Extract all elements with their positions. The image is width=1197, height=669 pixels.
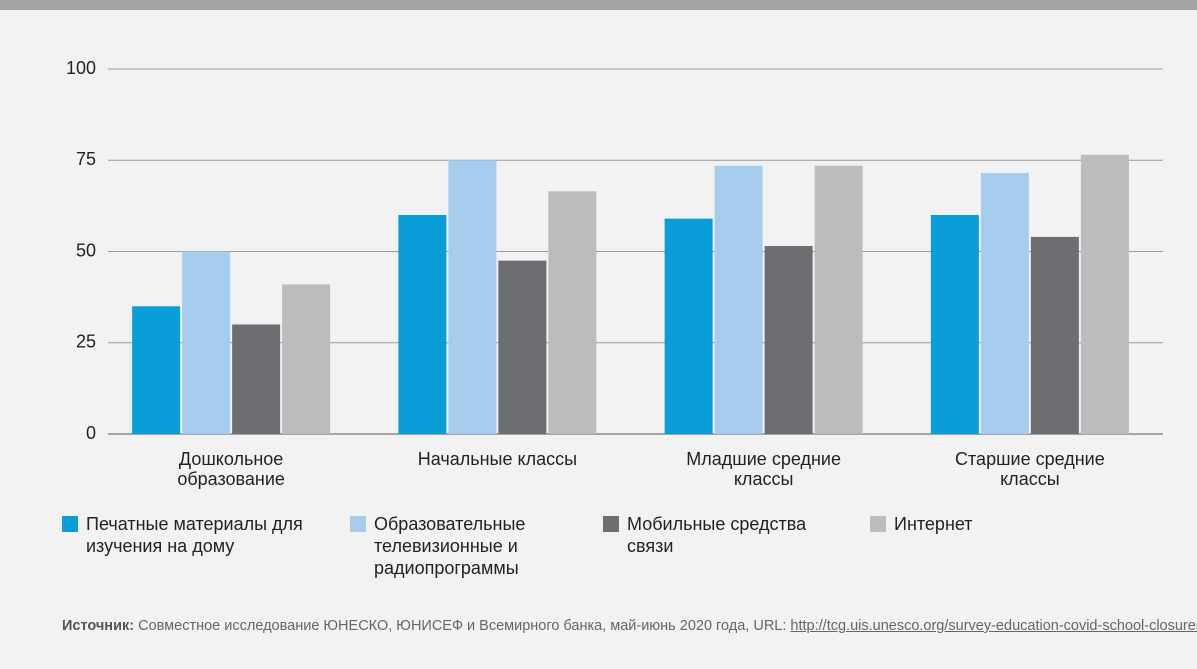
bar [398, 215, 447, 434]
x-tick-label: Дошкольное образование [177, 449, 285, 489]
legend-item: Мобильные средства связи [603, 513, 857, 557]
legend-item: Печатные материалы для изучения на дому [62, 513, 316, 557]
bar [930, 215, 979, 434]
source-link[interactable]: http://tcg.uis.unesco.org/survey-educati… [790, 618, 1197, 634]
y-tick-label: 25 [76, 332, 96, 352]
y-tick-label: 0 [86, 423, 96, 443]
legend-label: Интернет [894, 514, 973, 534]
y-tick-label: 75 [76, 149, 96, 169]
legend-item: Интернет [870, 513, 1094, 535]
legend-swatch [870, 516, 886, 532]
bar [1030, 236, 1079, 434]
bar [980, 173, 1029, 434]
source-label: Источник: [62, 618, 135, 634]
bar [282, 284, 331, 434]
x-tick-label: Начальные классы [417, 449, 578, 469]
legend-item: Образовательные телевизионные и радиопро… [350, 513, 574, 579]
legend-swatch [62, 516, 78, 532]
bar [1080, 154, 1129, 434]
legend-label: Печатные материалы для изучения на дому [86, 514, 303, 556]
source-text: Совместное исследование ЮНЕСКО, ЮНИСЕФ и… [138, 618, 791, 634]
bar [448, 160, 497, 434]
bar [664, 218, 713, 434]
bar [498, 260, 547, 434]
source-note: Источник: Совместное исследование ЮНЕСКО… [62, 615, 1197, 638]
legend-label: Мобильные средства связи [627, 514, 807, 556]
bar [714, 165, 763, 434]
top-bar [0, 0, 1197, 10]
y-tick-label: 50 [76, 240, 96, 260]
x-tick-label: Младшие средние классы [686, 449, 841, 489]
bar [814, 165, 863, 434]
bar [548, 191, 597, 434]
legend-label: Образовательные телевизионные и радиопро… [374, 514, 526, 578]
bar [764, 246, 813, 434]
x-tick-label: Старшие средние классы [955, 449, 1105, 489]
legend-swatch [350, 516, 366, 532]
bar [182, 251, 231, 434]
bar [132, 306, 181, 434]
bar [232, 324, 281, 434]
y-tick-label: 100 [66, 58, 96, 78]
legend-swatch [603, 516, 619, 532]
